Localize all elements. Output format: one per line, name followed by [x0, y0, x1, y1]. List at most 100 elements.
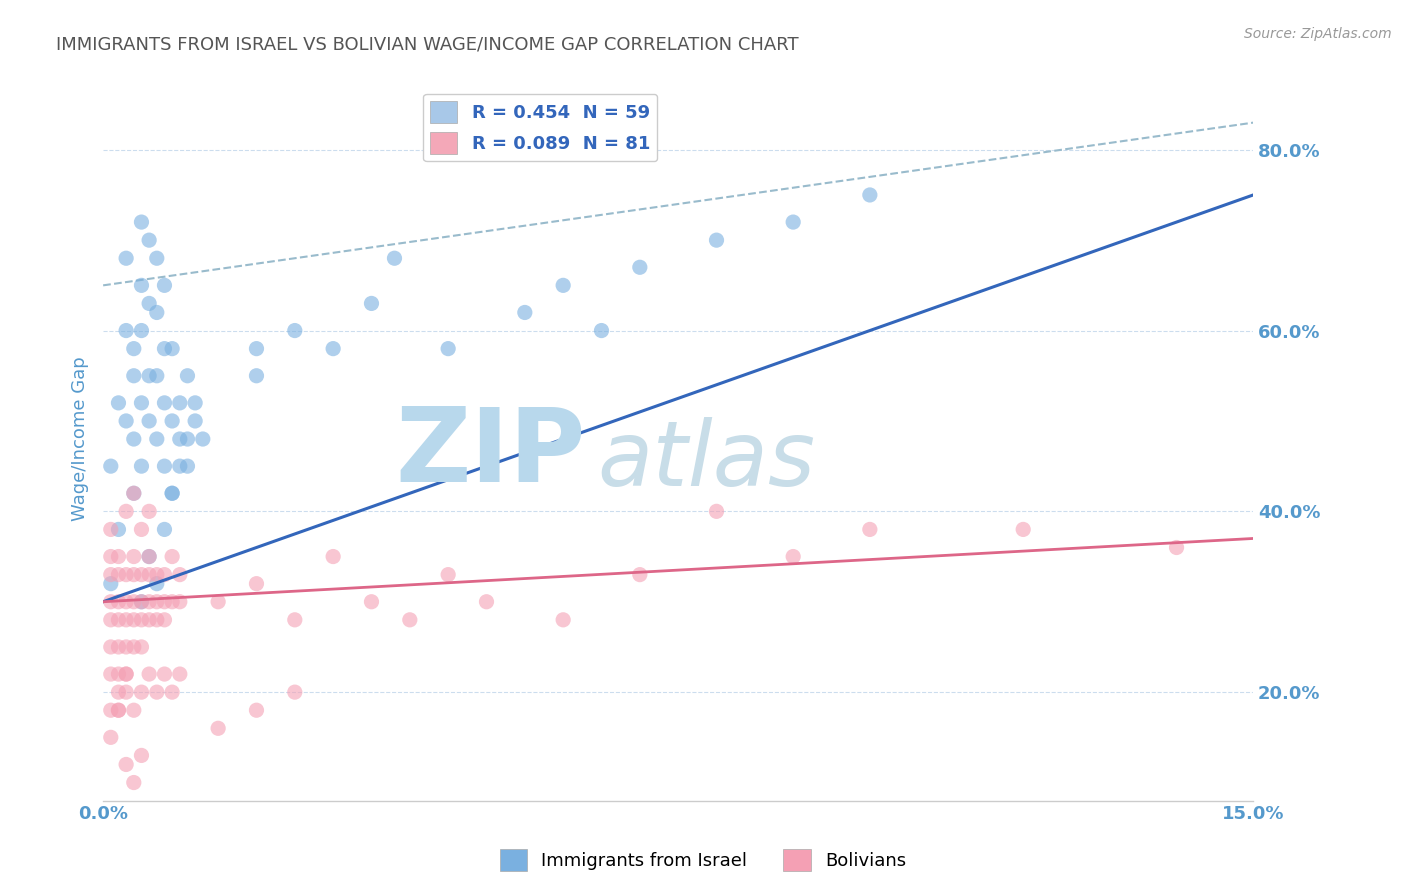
Point [146, 252, 169, 266]
Point [131, 324, 153, 338]
Point [322, 342, 344, 356]
Point [122, 342, 145, 356]
Point [322, 549, 344, 564]
Point [115, 613, 138, 627]
Point [153, 595, 176, 609]
Point [706, 233, 728, 247]
Point [184, 396, 207, 410]
Point [100, 640, 122, 654]
Point [553, 613, 575, 627]
Point [191, 432, 214, 446]
Point [245, 576, 267, 591]
Point [245, 703, 267, 717]
Point [122, 613, 145, 627]
Point [115, 324, 138, 338]
Point [138, 233, 160, 247]
Point [384, 252, 406, 266]
Point [160, 595, 183, 609]
Point [153, 396, 176, 410]
Point [138, 414, 160, 428]
Point [131, 748, 153, 763]
Point [122, 486, 145, 500]
Point [107, 595, 129, 609]
Point [100, 459, 122, 474]
Point [131, 523, 153, 537]
Point [138, 613, 160, 627]
Point [138, 368, 160, 383]
Point [207, 595, 229, 609]
Point [131, 567, 153, 582]
Point [107, 703, 129, 717]
Text: ZIP: ZIP [396, 403, 586, 504]
Point [859, 188, 882, 202]
Point [176, 459, 198, 474]
Point [131, 613, 153, 627]
Point [115, 640, 138, 654]
Point [1012, 523, 1035, 537]
Point [160, 486, 183, 500]
Point [284, 613, 307, 627]
Point [360, 595, 382, 609]
Point [169, 459, 191, 474]
Point [107, 523, 129, 537]
Point [122, 432, 145, 446]
Point [122, 775, 145, 789]
Point [122, 368, 145, 383]
Point [207, 721, 229, 735]
Point [553, 278, 575, 293]
Point [138, 595, 160, 609]
Point [138, 667, 160, 681]
Point [146, 432, 169, 446]
Point [782, 215, 804, 229]
Point [131, 396, 153, 410]
Point [284, 324, 307, 338]
Point [706, 504, 728, 518]
Point [138, 567, 160, 582]
Point [360, 296, 382, 310]
Point [107, 667, 129, 681]
Point [100, 595, 122, 609]
Point [169, 396, 191, 410]
Point [245, 368, 267, 383]
Point [115, 595, 138, 609]
Text: Source: ZipAtlas.com: Source: ZipAtlas.com [1244, 27, 1392, 41]
Point [160, 486, 183, 500]
Point [138, 549, 160, 564]
Point [437, 567, 460, 582]
Point [107, 396, 129, 410]
Point [122, 486, 145, 500]
Legend: R = 0.454  N = 59, R = 0.089  N = 81: R = 0.454 N = 59, R = 0.089 N = 81 [423, 94, 658, 161]
Point [122, 595, 145, 609]
Point [146, 368, 169, 383]
Point [131, 215, 153, 229]
Point [169, 595, 191, 609]
Point [107, 567, 129, 582]
Point [115, 414, 138, 428]
Point [138, 504, 160, 518]
Point [513, 305, 536, 319]
Point [160, 414, 183, 428]
Point [115, 685, 138, 699]
Point [782, 549, 804, 564]
Point [146, 567, 169, 582]
Point [169, 667, 191, 681]
Point [115, 252, 138, 266]
Point [475, 595, 498, 609]
Point [107, 640, 129, 654]
Point [115, 667, 138, 681]
Point [146, 685, 169, 699]
Point [153, 567, 176, 582]
Point [107, 703, 129, 717]
Point [115, 504, 138, 518]
Point [146, 613, 169, 627]
Point [153, 613, 176, 627]
Point [153, 523, 176, 537]
Point [131, 595, 153, 609]
Point [131, 640, 153, 654]
Point [398, 613, 420, 627]
Point [176, 368, 198, 383]
Point [100, 613, 122, 627]
Point [153, 459, 176, 474]
Point [122, 567, 145, 582]
Point [1166, 541, 1188, 555]
